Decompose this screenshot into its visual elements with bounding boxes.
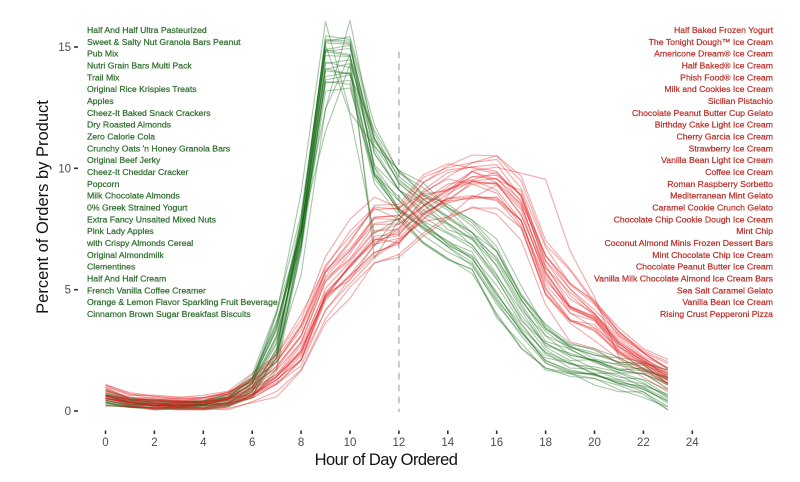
svg-text:Cinnamon Brown Sugar Breakfast: Cinnamon Brown Sugar Breakfast Biscuits [87,309,251,319]
svg-text:18: 18 [539,437,552,449]
svg-text:Orange & Lemon Flavor Sparklin: Orange & Lemon Flavor Sparkling Fruit Be… [87,297,278,307]
svg-text:Cherry Garcia Ice Cream: Cherry Garcia Ice Cream [676,132,773,142]
svg-text:2: 2 [151,437,157,449]
svg-text:Sicilian Pistachio: Sicilian Pistachio [708,96,773,106]
svg-text:Nutri Grain Bars Multi Pack: Nutri Grain Bars Multi Pack [87,61,192,71]
svg-text:French Vanilla Coffee Creamer: French Vanilla Coffee Creamer [87,285,206,295]
svg-text:Chocolate Chip Cookie Dough Ic: Chocolate Chip Cookie Dough Ice Cream [614,214,773,224]
svg-text:Vanilla Bean Light Ice Cream: Vanilla Bean Light Ice Cream [661,155,773,165]
svg-text:8: 8 [298,437,304,449]
svg-text:Pink Lady Apples: Pink Lady Apples [87,226,154,236]
svg-text:6: 6 [249,437,255,449]
svg-text:10: 10 [344,437,357,449]
svg-text:Coconut Almond Minis Frozen De: Coconut Almond Minis Frozen Dessert Bars [604,238,773,248]
svg-text:Mint Chocolate Chip Ice Cream: Mint Chocolate Chip Ice Cream [652,250,773,260]
svg-text:Crunchy Oats 'n Honey Granola: Crunchy Oats 'n Honey Granola Bars [87,143,231,153]
svg-text:with Crispy Almonds Cereal: with Crispy Almonds Cereal [86,238,193,248]
svg-text:Americone Dream® Ice Cream: Americone Dream® Ice Cream [654,49,773,59]
svg-text:Roman Raspberry Sorbetto: Roman Raspberry Sorbetto [667,179,773,189]
svg-text:The Tonight Dough™ Ice Cream: The Tonight Dough™ Ice Cream [649,37,773,47]
svg-text:Coffee Ice Cream: Coffee Ice Cream [705,167,773,177]
svg-text:20: 20 [588,437,601,449]
svg-text:4: 4 [200,437,207,449]
svg-text:15: 15 [58,42,71,54]
svg-text:Chocolate Peanut Butter Cup Ge: Chocolate Peanut Butter Cup Gelato [632,108,773,118]
svg-text:Cheez-It Baked Snack Crackers: Cheez-It Baked Snack Crackers [87,108,211,118]
svg-text:Mint Chip: Mint Chip [736,226,773,236]
svg-text:Percent of Orders by Product: Percent of Orders by Product [34,100,52,314]
svg-text:Sea Salt Caramel Gelato: Sea Salt Caramel Gelato [677,285,773,295]
svg-text:0: 0 [102,437,108,449]
svg-text:Rising Crust Pepperoni Pizza: Rising Crust Pepperoni Pizza [660,309,773,319]
svg-text:Mediterranean Mint Gelato: Mediterranean Mint Gelato [670,191,773,201]
svg-text:10: 10 [58,163,71,175]
svg-text:Milk Chocolate Almonds: Milk Chocolate Almonds [87,191,180,201]
svg-text:Pub Mix: Pub Mix [87,49,119,59]
svg-text:Half And Half Ultra Pasteurize: Half And Half Ultra Pasteurized [87,25,207,35]
svg-text:Caramel Cookie Crunch Gelato: Caramel Cookie Crunch Gelato [652,202,773,212]
svg-text:0% Greek Strained Yogurt: 0% Greek Strained Yogurt [87,202,188,212]
svg-text:5: 5 [65,285,71,297]
svg-text:Apples: Apples [87,96,114,106]
svg-text:16: 16 [490,437,503,449]
svg-text:Strawberry Ice Cream: Strawberry Ice Cream [689,143,773,153]
svg-text:Milk and Cookies Ice Cream: Milk and Cookies Ice Cream [664,84,773,94]
svg-text:12: 12 [393,437,406,449]
svg-text:Half And Half Cream: Half And Half Cream [87,273,166,283]
svg-text:0: 0 [65,406,71,418]
svg-text:Phish Food® Ice Cream: Phish Food® Ice Cream [680,72,773,82]
svg-text:Cheez-It Cheddar Cracker: Cheez-It Cheddar Cracker [87,167,189,177]
svg-text:Half Baked® Ice Cream: Half Baked® Ice Cream [682,61,773,71]
svg-text:Clementines: Clementines [87,262,136,272]
svg-text:Original Almondmilk: Original Almondmilk [87,250,164,260]
svg-text:Popcorn: Popcorn [87,179,120,189]
svg-text:Dry Roasted Almonds: Dry Roasted Almonds [87,120,172,130]
svg-text:14: 14 [441,437,454,449]
svg-text:Trail Mix: Trail Mix [87,72,120,82]
svg-text:Chocolate Peanut Butter Ice Cr: Chocolate Peanut Butter Ice Cream [636,262,773,272]
svg-text:Birthday Cake Light Ice Cream: Birthday Cake Light Ice Cream [655,120,773,130]
svg-text:Original Rice Krispies Treats: Original Rice Krispies Treats [87,84,197,94]
svg-text:Sweet & Salty Nut Granola Bars: Sweet & Salty Nut Granola Bars Peanut [87,37,241,47]
svg-text:24: 24 [686,437,699,449]
svg-text:Original Beef Jerky: Original Beef Jerky [87,155,161,165]
svg-text:22: 22 [637,437,650,449]
svg-text:Zero Calorie Cola: Zero Calorie Cola [87,132,155,142]
svg-text:Half Baked Frozen Yogurt: Half Baked Frozen Yogurt [674,25,774,35]
svg-text:Vanilla Bean Ice Cream: Vanilla Bean Ice Cream [682,297,773,307]
svg-text:Extra Fancy Unsalted Mixed Nut: Extra Fancy Unsalted Mixed Nuts [87,214,217,224]
svg-text:Vanilla Milk Chocolate Almond: Vanilla Milk Chocolate Almond Ice Cream … [594,273,774,283]
svg-text:Hour of Day Ordered: Hour of Day Ordered [315,451,458,469]
